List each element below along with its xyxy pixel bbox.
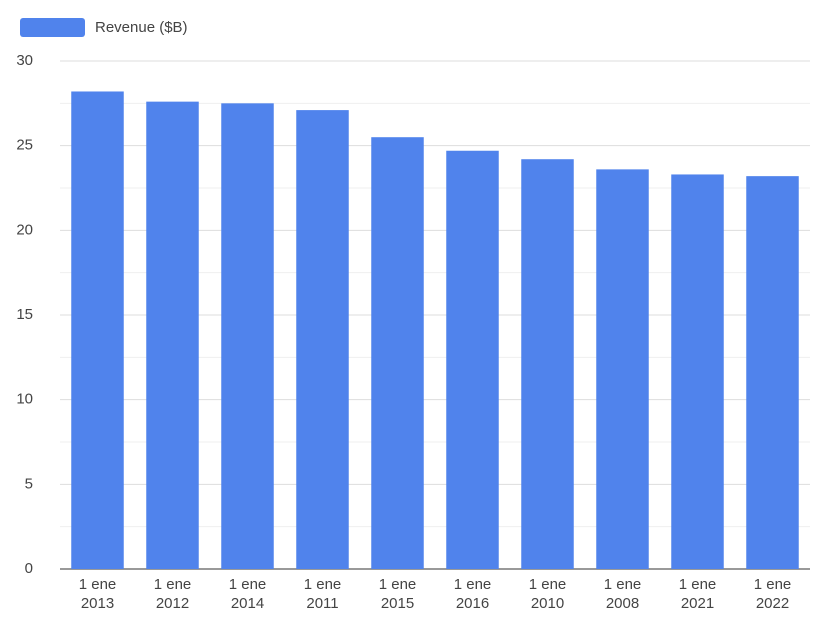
x-tick-label: 1 ene 2011 (303, 576, 342, 612)
bar (71, 91, 124, 569)
y-tick-label: 5 (25, 475, 33, 492)
x-tick-label: 1 ene 2016 (453, 576, 492, 612)
bar (446, 150, 499, 569)
x-tick-label: 1 ene 2021 (678, 576, 717, 612)
bar (221, 103, 274, 569)
y-tick-label: 10 (16, 391, 33, 408)
y-tick-label: 20 (16, 221, 33, 238)
legend-swatch (20, 18, 85, 37)
y-tick-label: 15 (16, 306, 33, 323)
y-tick-label: 25 (16, 137, 33, 154)
bar (596, 169, 649, 569)
x-tick-label: 1 ene 2015 (378, 576, 417, 612)
bar (671, 174, 724, 569)
bar (371, 137, 424, 569)
bar (746, 176, 799, 569)
bar (521, 159, 574, 570)
bar (296, 110, 349, 570)
x-tick-label: 1 ene 2012 (153, 576, 192, 612)
x-tick-label: 1 ene 2008 (603, 576, 642, 612)
x-tick-label: 1 ene 2010 (528, 576, 567, 612)
x-tick-label: 1 ene 2022 (753, 576, 792, 612)
legend-label: Revenue ($B) (95, 19, 188, 36)
y-tick-label: 0 (25, 560, 33, 577)
x-tick-label: 1 ene 2014 (228, 576, 267, 612)
y-tick-label: 30 (16, 52, 33, 69)
x-tick-label: 1 ene 2013 (78, 576, 117, 612)
bar (146, 101, 199, 569)
